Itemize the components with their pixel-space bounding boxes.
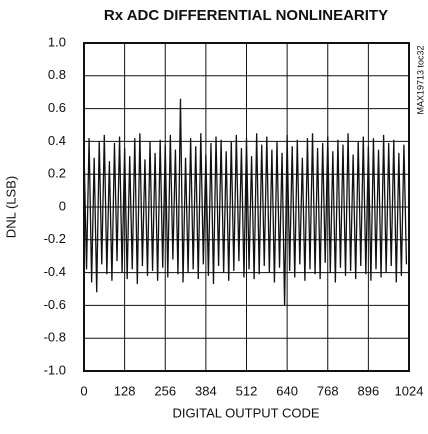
y-tick-label: -1.0 [44,362,66,377]
plot-frame [83,42,410,372]
y-axis-title: DNL (LSB) [3,176,18,238]
chart-title: Rx ADC DIFFERENTIAL NONLINEARITY [104,7,388,24]
x-axis-title: DIGITAL OUTPUT CODE [172,405,319,420]
x-tick-label: 384 [195,383,217,398]
y-tick-label: 0.4 [48,133,66,148]
y-tick-label: 0.2 [48,166,66,181]
x-tick-label: 1024 [395,383,424,398]
x-tick-label: 128 [114,383,136,398]
y-tick-label: -0.6 [44,297,66,312]
data-line [83,98,408,306]
y-tick-label: 1.0 [48,34,66,49]
x-tick-label: 256 [154,383,176,398]
x-tick-label: 0 [80,383,87,398]
x-tick-label: 896 [358,383,380,398]
y-tick-label: -0.4 [44,264,66,279]
y-tick-label: 0.8 [48,67,66,82]
x-tick-label: 512 [236,383,258,398]
y-tick-label: -0.8 [44,330,66,345]
y-tick-label: 0 [59,198,66,213]
x-tick-label: 640 [276,383,298,398]
figure-note: MAX19713 toc32 [415,45,425,114]
x-tick-label: 768 [317,383,339,398]
y-tick-label: -0.2 [44,231,66,246]
y-tick-label: 0.6 [48,100,66,115]
